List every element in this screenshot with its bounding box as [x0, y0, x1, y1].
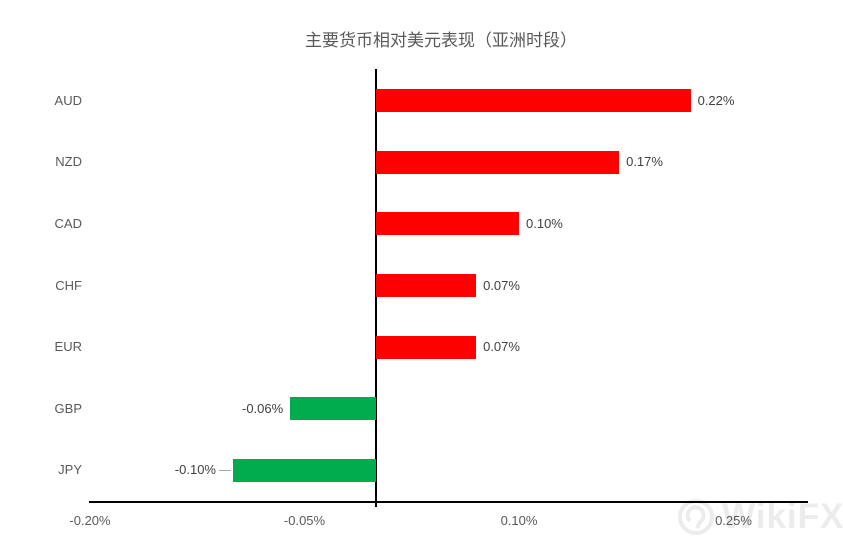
leader-line-jpy	[219, 470, 231, 472]
data-label-cad: 0.10%	[526, 215, 563, 231]
category-label-eur: EUR	[54, 339, 82, 355]
bar-jpy	[233, 458, 376, 482]
data-label-aud: 0.22%	[697, 92, 735, 108]
bar-eur	[376, 335, 477, 359]
wikifx-watermark: WikiFX	[676, 497, 843, 537]
data-label-jpy: -0.10%	[174, 462, 216, 478]
chart-title: 主要货币相对美元表现（亚洲时段）	[305, 31, 577, 50]
bar-nzd	[376, 150, 620, 174]
x-tick-0.10%: 0.10%	[500, 513, 538, 528]
category-label-aud: AUD	[54, 92, 82, 108]
x-tick--0.20%: -0.20%	[69, 513, 111, 528]
category-label-cad: CAD	[54, 215, 82, 231]
category-label-nzd: NZD	[55, 154, 82, 170]
bar-aud	[376, 89, 691, 113]
data-label-gbp: -0.06%	[241, 400, 284, 416]
bar-gbp	[290, 397, 376, 421]
wikifx-watermark-text: WikiFX	[722, 497, 843, 536]
x-tick-0.25%: 0.25%	[715, 513, 752, 528]
data-label-eur: 0.07%	[483, 339, 520, 355]
x-tick--0.05%: -0.05%	[283, 513, 326, 528]
data-label-nzd: 0.17%	[626, 154, 663, 170]
x-axis-line	[89, 501, 808, 503]
category-label-jpy: JPY	[58, 462, 82, 478]
data-label-chf: 0.07%	[483, 277, 520, 293]
category-label-gbp: GBP	[54, 400, 82, 416]
category-label-chf: CHF	[55, 277, 82, 293]
bar-chf	[376, 274, 477, 297]
bar-cad	[376, 212, 519, 236]
